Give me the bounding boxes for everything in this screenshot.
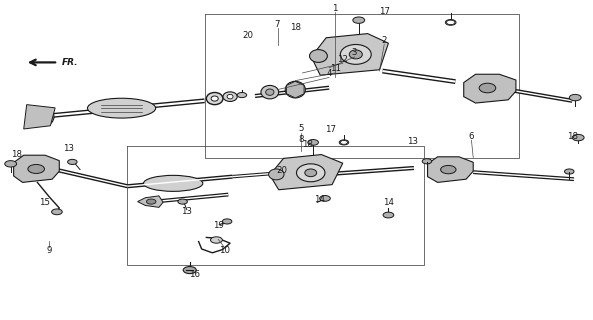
Text: 14: 14 xyxy=(383,198,394,207)
Text: 13: 13 xyxy=(181,207,192,216)
Circle shape xyxy=(447,20,455,25)
Ellipse shape xyxy=(223,92,237,101)
Text: 17: 17 xyxy=(326,125,336,134)
Ellipse shape xyxy=(206,92,223,105)
Text: 14: 14 xyxy=(314,195,324,204)
Circle shape xyxy=(178,199,187,204)
Ellipse shape xyxy=(340,44,371,64)
Text: 16: 16 xyxy=(189,270,200,279)
Text: 20: 20 xyxy=(276,166,287,175)
Text: 12: 12 xyxy=(337,55,348,64)
Polygon shape xyxy=(464,74,516,103)
Text: 18: 18 xyxy=(567,132,578,140)
Circle shape xyxy=(422,159,432,164)
Polygon shape xyxy=(24,105,55,129)
Text: 2: 2 xyxy=(381,36,387,44)
Circle shape xyxy=(565,169,574,174)
Ellipse shape xyxy=(227,94,233,99)
Polygon shape xyxy=(428,157,473,182)
Text: 5: 5 xyxy=(298,124,304,133)
Text: 19: 19 xyxy=(213,221,224,230)
Polygon shape xyxy=(270,155,343,190)
Text: 9: 9 xyxy=(46,246,52,255)
Circle shape xyxy=(569,94,581,101)
Ellipse shape xyxy=(310,50,327,62)
Text: 18: 18 xyxy=(302,140,313,149)
Circle shape xyxy=(353,17,365,23)
Text: FR.: FR. xyxy=(62,58,79,67)
Text: 13: 13 xyxy=(407,137,417,146)
Circle shape xyxy=(211,237,222,243)
Text: 13: 13 xyxy=(63,144,74,153)
Ellipse shape xyxy=(349,50,362,59)
Text: 18: 18 xyxy=(290,23,301,32)
Polygon shape xyxy=(14,155,59,182)
Text: 7: 7 xyxy=(275,20,280,28)
Text: 20: 20 xyxy=(243,31,253,40)
Ellipse shape xyxy=(35,108,54,126)
Text: 8: 8 xyxy=(298,135,304,144)
Text: 11: 11 xyxy=(330,64,340,73)
Circle shape xyxy=(28,164,44,173)
Ellipse shape xyxy=(285,81,305,98)
Text: 6: 6 xyxy=(468,132,474,141)
Circle shape xyxy=(68,159,77,164)
Ellipse shape xyxy=(296,164,325,182)
Polygon shape xyxy=(311,34,388,75)
Text: 15: 15 xyxy=(39,198,50,207)
Ellipse shape xyxy=(445,20,456,25)
Circle shape xyxy=(237,92,247,98)
Circle shape xyxy=(383,212,394,218)
Circle shape xyxy=(320,196,330,201)
Circle shape xyxy=(572,134,584,141)
Circle shape xyxy=(441,165,456,174)
Polygon shape xyxy=(286,81,304,98)
Text: 4: 4 xyxy=(326,69,332,78)
Text: 18: 18 xyxy=(11,150,22,159)
Circle shape xyxy=(183,267,196,274)
Ellipse shape xyxy=(211,96,218,101)
Circle shape xyxy=(308,140,318,145)
Polygon shape xyxy=(138,196,163,207)
Circle shape xyxy=(222,219,232,224)
Circle shape xyxy=(146,199,156,204)
Ellipse shape xyxy=(305,169,317,177)
Text: 3: 3 xyxy=(352,48,358,57)
Ellipse shape xyxy=(339,140,349,145)
Text: 17: 17 xyxy=(379,7,390,16)
Circle shape xyxy=(52,209,62,215)
Circle shape xyxy=(340,140,347,144)
Text: 1: 1 xyxy=(332,4,338,12)
Ellipse shape xyxy=(144,175,203,191)
Ellipse shape xyxy=(479,83,496,93)
Ellipse shape xyxy=(269,169,284,180)
Ellipse shape xyxy=(87,98,155,118)
Text: 10: 10 xyxy=(219,246,229,255)
Circle shape xyxy=(5,161,17,167)
Ellipse shape xyxy=(266,89,274,95)
Ellipse shape xyxy=(261,85,279,99)
